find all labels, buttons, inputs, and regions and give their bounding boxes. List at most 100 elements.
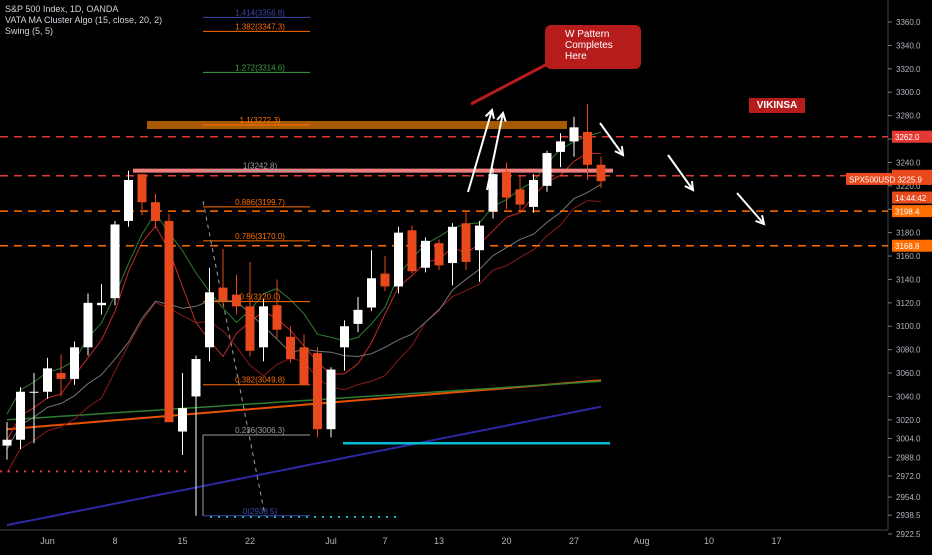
candle-down [164, 220, 174, 423]
price-label-text: 14:44:42 [895, 194, 927, 203]
candle-down [56, 373, 66, 379]
price-label-text: 3262.0 [895, 133, 920, 142]
candle-down [583, 132, 592, 165]
candle-up [542, 153, 552, 186]
candle-down [218, 287, 228, 301]
ma-slow-blue [6, 405, 602, 527]
price-label-text: 3198.4 [895, 208, 920, 217]
fib-layer: 1.414(3356.8) 1.382(3347.3) 1.272(3314.6) 1… [202, 8, 310, 517]
candle-down [151, 202, 160, 221]
time-tick-label: 8 [112, 536, 117, 546]
fib-label: 0.5(3120.0) [240, 293, 281, 302]
fib-label: 1(3242.8) [243, 162, 278, 171]
candle-up [43, 368, 52, 392]
candle-up [2, 439, 12, 446]
chart-legend: S&P 500 Index, 1D, OANDA VATA MA Cluster… [5, 4, 162, 37]
price-tick-label: 3240.0 [896, 158, 921, 167]
price-tick-label: 3040.0 [896, 392, 921, 401]
candle-down [299, 347, 309, 385]
candle-up [448, 226, 457, 264]
callout-line-2: Completes [565, 40, 613, 51]
price-label-box [892, 130, 932, 143]
price-tick-label: 3160.0 [896, 252, 921, 261]
candle-up [110, 224, 120, 299]
price-tick-label: 3220.0 [896, 182, 921, 191]
fib-label: 0.786(3170.0) [235, 232, 285, 241]
candle-down [434, 243, 444, 266]
candle-down [313, 353, 322, 430]
candle-up [556, 141, 565, 152]
arrow-down-1 [599, 122, 624, 156]
candle-up [29, 391, 39, 393]
arrows-layer [467, 58, 766, 226]
candle-up [421, 240, 430, 268]
ma-fast-red [6, 152, 602, 440]
moving-averages-layer [6, 131, 602, 527]
author-watermark: VIKINSA [749, 98, 805, 113]
ma-gray [6, 183, 602, 450]
candle-up [178, 408, 187, 432]
candle-up [70, 347, 79, 379]
arrow-down-3 [736, 192, 765, 225]
candle-up [488, 174, 498, 212]
candle-down [596, 164, 606, 182]
fib-label: 0.236(3006.3) [235, 426, 285, 435]
fib-label: 1.382(3347.3) [235, 22, 285, 31]
price-tick-label: 3180.0 [896, 229, 921, 238]
price-tick-label: 3100.0 [896, 322, 921, 331]
candle-up [353, 309, 363, 324]
price-tick-label: 3340.0 [896, 41, 921, 50]
candle-up [97, 302, 106, 306]
candle-down [232, 294, 241, 307]
resistance-line-pink [133, 168, 613, 173]
price-tick-label: 3060.0 [896, 369, 921, 378]
candle-up [326, 369, 336, 430]
candle-down [502, 171, 511, 198]
candles-layer [2, 103, 606, 516]
arrow-down-1-head [614, 145, 625, 157]
candle-up [367, 278, 376, 308]
price-label-box [892, 191, 932, 204]
time-tick-label: Jul [325, 536, 337, 546]
candle-down [286, 336, 295, 359]
fib-label: 1.1(3272.3) [240, 116, 281, 125]
candle-down [245, 306, 255, 351]
price-tick-label: 2972.0 [896, 472, 921, 481]
candle-down [380, 273, 390, 287]
time-tick-label: 15 [177, 536, 187, 546]
candle-down [137, 174, 147, 203]
price-tick-label: 2954.0 [896, 493, 921, 502]
arrow-up-1-head [484, 107, 495, 120]
fib-label: 0.886(3199.7) [235, 198, 285, 207]
grid-layer [0, 0, 889, 531]
arrow-down-2-head [684, 180, 695, 192]
candle-up [83, 302, 93, 348]
price-tick-label: 3004.0 [896, 435, 921, 444]
time-tick-label: Aug [633, 536, 649, 546]
indicator-swing[interactable]: Swing (5, 5) [5, 26, 54, 36]
time-axis: Jun 8 15 22 Jul 7 13 20 27 Aug 10 17 [40, 536, 781, 546]
levels-layer [0, 121, 888, 518]
price-tick-label: 3300.0 [896, 88, 921, 97]
candle-up [191, 359, 201, 397]
arrow-down-2 [667, 154, 694, 191]
resistance-zone-orange [147, 121, 567, 129]
price-label-box [892, 205, 932, 218]
candle-up [340, 326, 349, 348]
price-tick-label: 3360.0 [896, 18, 921, 27]
price-tick-label: 2922.5 [896, 530, 921, 539]
callout-line-3: Here [565, 51, 587, 62]
price-tick-label: 3140.0 [896, 275, 921, 284]
candle-up [475, 225, 484, 251]
indicator-ma-cluster[interactable]: VATA MA Cluster Algo (15, close, 20, 2) [5, 15, 163, 25]
arrow-up-2-head [496, 110, 507, 122]
candle-up [124, 179, 133, 221]
fib-label: 0(2938.5) [243, 507, 278, 516]
symbol-title: S&P 500 Index, 1D, OANDA [5, 4, 119, 14]
price-tick-label: 2988.0 [896, 453, 921, 462]
candle-down [407, 230, 417, 272]
fib-label: 1.272(3314.6) [235, 63, 285, 72]
price-tick-label: 3080.0 [896, 346, 921, 355]
